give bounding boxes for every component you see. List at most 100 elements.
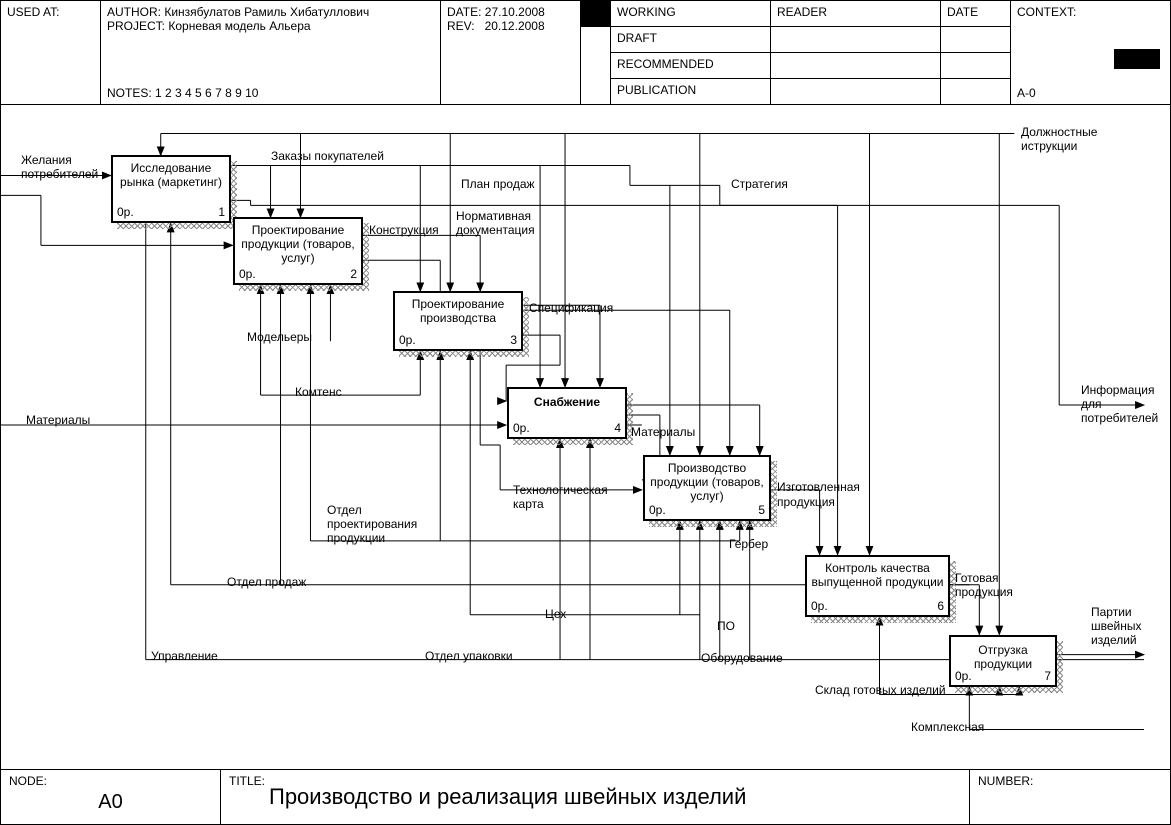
arrow-label: Стратегия: [731, 177, 788, 191]
arrow-label: Технологическая: [513, 483, 608, 497]
arrow-label: Заказы покупателей: [271, 149, 384, 163]
activity-cost: 0р.: [117, 205, 134, 219]
activity-cost: 0р.: [811, 599, 828, 613]
arrow-label: ПО: [717, 619, 735, 633]
activity-box-5: Производство продукции (товаров, услуг)0…: [643, 455, 771, 521]
activity-number: 6: [937, 599, 944, 613]
context-black-icon: [1114, 49, 1160, 69]
arrow-label: Конструкция: [369, 223, 439, 237]
activity-label: Снабжение: [511, 391, 623, 409]
arrow-label: Материалы: [26, 413, 90, 427]
activity-box-6: Контроль качества выпущенной продукции 0р…: [805, 555, 950, 617]
arrow-label: продукция: [955, 585, 1013, 599]
activity-number: 4: [614, 421, 621, 435]
reader-cell: READER DATE: [771, 1, 1011, 104]
reader-date-label: DATE: [940, 1, 1010, 27]
status-cell: WORKING DRAFT RECOMMENDED PUBLICATION: [611, 1, 771, 104]
activity-footer: 0р. 1: [113, 205, 229, 221]
activity-footer: 0р. 7: [951, 669, 1055, 685]
date-label: DATE:: [447, 5, 481, 19]
activity-box-2: Проектирование продукции (товаров, услуг…: [233, 217, 363, 285]
arrow-label: Готовая: [955, 571, 999, 585]
activity-footer: 0р. 6: [807, 599, 948, 615]
arrow-label: Отдел упаковки: [425, 649, 513, 663]
activity-label: Исследование рынка (маркетинг): [115, 159, 227, 189]
arrow-label: Материалы: [631, 425, 695, 439]
date-value: 27.10.2008: [485, 5, 545, 19]
activity-cost: 0р.: [399, 333, 416, 347]
activity-footer: 0р. 3: [395, 333, 521, 349]
used-at-label: USED AT:: [7, 5, 59, 19]
arrow-label: продукции: [327, 531, 385, 545]
activity-label: Контроль качества выпущенной продукции: [809, 559, 946, 589]
author-cell: AUTHOR: Кинзябулатов Рамиль Хибатуллович…: [101, 1, 441, 104]
status-draft: DRAFT: [611, 27, 770, 53]
arrow-label: Желания: [21, 153, 72, 167]
reader-label: READER: [771, 1, 940, 27]
activity-label: Проектирование продукции (товаров, услуг…: [237, 221, 359, 265]
notes-label: NOTES:: [107, 86, 152, 100]
status-publication: PUBLICATION: [611, 79, 770, 105]
arrow-label: Партии: [1091, 605, 1132, 619]
activity-footer: 0р.4: [509, 421, 625, 437]
activity-number: 3: [510, 333, 517, 347]
activity-number: 5: [758, 503, 765, 517]
date-cell: DATE: 27.10.2008 REV: 20.12.2008: [441, 1, 581, 104]
arrow-label: Информация: [1081, 383, 1154, 397]
arrow-label: Спецификация: [529, 301, 613, 315]
arrow-label: Отдел продаж: [227, 575, 306, 589]
arrow-label: Модельеры: [247, 330, 312, 344]
arrow-label: для: [1081, 397, 1102, 411]
node-label: NODE:: [9, 774, 47, 788]
activity-footer: 0р. 5: [645, 503, 769, 519]
project-value: Корневая модель Альера: [168, 19, 310, 33]
author-label: AUTHOR:: [107, 5, 161, 19]
arrow-label: Гербер: [729, 537, 768, 551]
idef0-page: USED AT: AUTHOR: Кинзябулатов Рамиль Хиб…: [0, 0, 1171, 825]
arrow-label: изделий: [1091, 633, 1137, 647]
black-col: [581, 1, 611, 104]
number-cell: NUMBER:: [970, 770, 1170, 825]
arrow-label: Отдел: [327, 503, 362, 517]
arrow-label: Оборудование: [701, 651, 783, 665]
activity-label: Проектирование производства: [397, 295, 519, 325]
activity-footer: 0р.2: [235, 267, 361, 283]
arrow-label: карта: [513, 497, 544, 511]
arrow-label: продукция: [777, 495, 835, 509]
activity-cost: 0р.: [955, 669, 972, 683]
arrow-label: Должностные: [1021, 125, 1097, 139]
activity-box-3: Проектирование производства 0р. 3: [393, 291, 523, 351]
activity-label: Отгрузка продукции: [953, 639, 1053, 671]
diagram-area: Исследование рынка (маркетинг) 0р. 1 Проект…: [1, 105, 1170, 769]
activity-cost: 0р.: [649, 503, 666, 517]
author-value: Кинзябулатов Рамиль Хибатуллович: [164, 5, 369, 19]
title-cell: TITLE: Производство и реализация швейных…: [221, 770, 970, 825]
arrow-label: Управление: [151, 649, 218, 663]
context-cell: CONTEXT: A-0: [1011, 1, 1170, 104]
activity-box-4: Снабжение 0р.4: [507, 387, 627, 439]
arrow-label: Нормативная: [456, 209, 531, 223]
activity-box-1: Исследование рынка (маркетинг) 0р. 1: [111, 155, 231, 223]
status-working: WORKING: [611, 1, 770, 27]
arrow-label: Комплексная: [911, 720, 984, 734]
number-label: NUMBER:: [978, 774, 1033, 788]
rev-value: 20.12.2008: [485, 19, 545, 33]
project-label: PROJECT:: [107, 19, 165, 33]
activity-number: 7: [1044, 669, 1051, 683]
arrow-label: План продаж: [461, 177, 535, 191]
arrow-label: потребителей: [21, 167, 98, 181]
header-strip: USED AT: AUTHOR: Кинзябулатов Рамиль Хиб…: [1, 1, 1170, 105]
arrow-label: иструкции: [1021, 139, 1077, 153]
activity-number: 1: [218, 205, 225, 219]
used-at-cell: USED AT:: [1, 1, 101, 104]
arrow-label: швейных: [1091, 619, 1142, 633]
activity-number: 2: [350, 267, 357, 281]
activity-label: Производство продукции (товаров, услуг): [647, 459, 767, 503]
arrow-label: Цех: [545, 607, 566, 621]
node-value: A0: [98, 791, 122, 814]
title-label: TITLE:: [229, 774, 265, 788]
context-label: CONTEXT:: [1017, 5, 1076, 19]
node-cell: NODE: A0: [1, 770, 221, 825]
status-recommended: RECOMMENDED: [611, 53, 770, 79]
arrow-label: потребителей: [1081, 411, 1158, 425]
